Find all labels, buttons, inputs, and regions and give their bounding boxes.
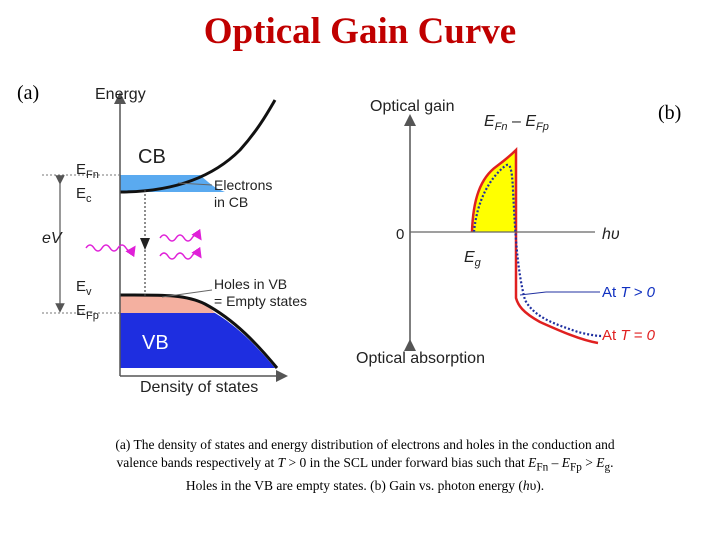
holes-label-line2: = Empty states — [214, 293, 307, 309]
t-hot-label: At T > 0 — [602, 284, 656, 301]
electrons-label-line1: Electrons — [214, 177, 272, 193]
panel-b: Optical gain Optical absorption 0 hυ Eg … — [356, 98, 656, 367]
curve-t-hot — [472, 163, 603, 338]
efp-label: EFp — [76, 302, 99, 322]
applied-voltage-label: eV — [42, 230, 63, 247]
photon-emitted-wave-2 — [159, 246, 202, 260]
zero-label: 0 — [396, 226, 404, 243]
electrons-pointer — [177, 182, 213, 186]
cb-electron-region — [120, 175, 225, 192]
photon-energy-label: hυ — [602, 226, 620, 243]
holes-pointer — [161, 289, 213, 298]
efn-efp-label: EFn – EFp — [484, 113, 549, 133]
electrons-label-line2: in CB — [214, 194, 248, 210]
transition-arrowhead — [140, 238, 150, 250]
page-title: Optical Gain Curve — [203, 11, 517, 52]
photon-emitted-wave-1 — [159, 228, 202, 242]
energy-axis-label: Energy — [95, 86, 146, 103]
optical-absorption-label: Optical absorption — [356, 350, 485, 367]
dos-axis-label: Density of states — [140, 379, 258, 396]
holes-label-line1: Holes in VB — [214, 276, 287, 292]
gain-region-fill — [472, 150, 516, 232]
caption-line-3: Holes in the VB are empty states. (b) Ga… — [185, 477, 545, 493]
curve-t-zero — [470, 146, 599, 345]
vb-hole-region — [120, 294, 215, 313]
ev-label: Ev — [76, 278, 92, 298]
vb-label: VB — [142, 332, 169, 354]
photon-incoming-wave — [85, 244, 136, 258]
vb-dos-curve — [119, 293, 279, 369]
figure-caption: (a) The density of states and energy dis… — [60, 436, 670, 495]
optical-gain-label: Optical gain — [370, 98, 455, 115]
t-zero-label: At T = 0 — [602, 327, 656, 344]
eg-label: Eg — [464, 249, 482, 269]
caption-line-1: (a) The density of states and energy dis… — [115, 437, 615, 452]
t-zero-pointer — [519, 291, 547, 296]
panel-a: Energy Density of states CB VB EFn Ec Ev… — [42, 86, 307, 396]
cb-dos-curve — [119, 99, 277, 194]
caption-line-2: valence bands respectively at T > 0 in t… — [116, 455, 614, 474]
ec-label: Ec — [76, 185, 92, 205]
panel-b-label: (b) — [658, 102, 682, 124]
cb-label: CB — [138, 146, 166, 168]
efn-label: EFn — [76, 161, 99, 181]
vb-filled-region — [120, 313, 275, 368]
panel-a-label: (a) — [17, 82, 40, 104]
